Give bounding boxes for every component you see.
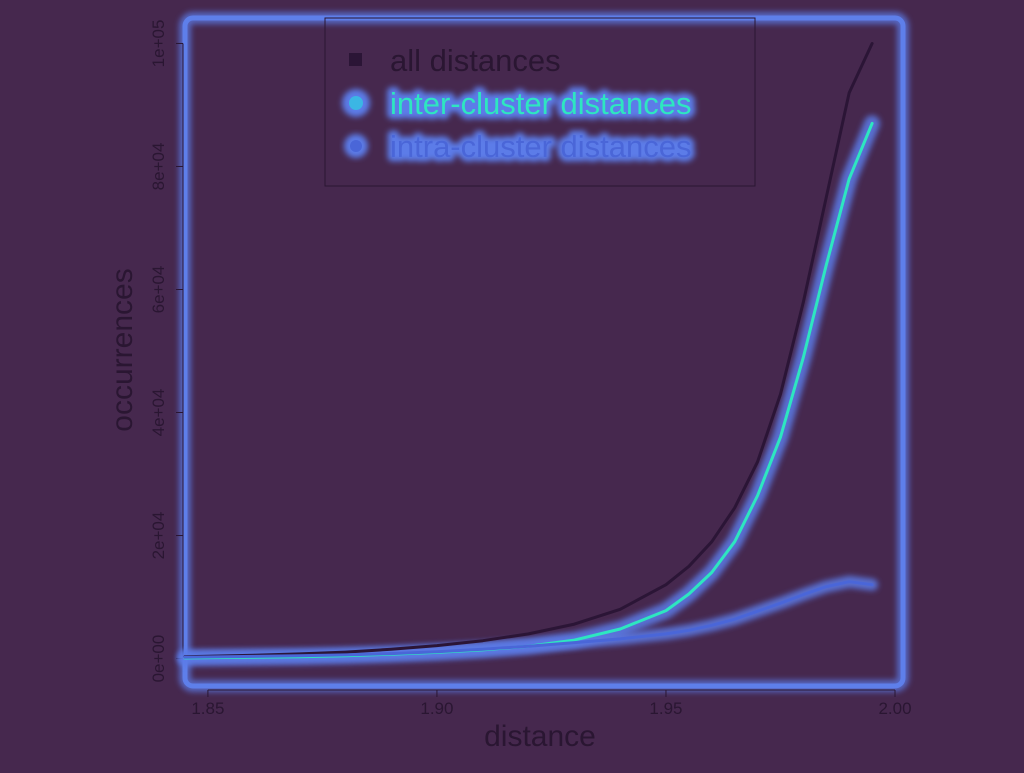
y-tick-label: 1e+05 — [149, 20, 168, 68]
legend-box — [324, 17, 756, 187]
y-tick-label: 2e+04 — [149, 512, 168, 560]
legend-marker-inter-cluster — [349, 96, 363, 110]
x-tick-label: 2.00 — [878, 699, 911, 718]
legend: all distances inter-cluster distances in… — [324, 17, 756, 187]
axes: 0e+00 2e+04 4e+04 6e+04 8e+04 1e+05 1.85 1.90 1.… — [149, 20, 912, 718]
x-axis-label: distance — [484, 720, 596, 753]
legend-label-inter-glow: inter-cluster distances — [390, 86, 692, 121]
y-tick-label: 8e+04 — [149, 143, 168, 191]
x-tick-label: 1.85 — [191, 699, 224, 718]
legend-marker-all-distances — [349, 53, 362, 66]
legend-label-intra-cluster: intra-cluster distances — [390, 129, 692, 164]
x-tick-label: 1.95 — [649, 699, 682, 718]
legend-marker-intra-cluster — [350, 140, 362, 152]
y-axis-label: occurrences — [106, 268, 139, 431]
series-glow-1 — [177, 115, 881, 666]
y-tick-label: 6e+04 — [149, 266, 168, 314]
x-tick-label: 1.90 — [420, 699, 453, 718]
series-line-2 — [183, 580, 874, 659]
series-layer — [177, 42, 881, 666]
legend-label-intra-glow: intra-cluster distances — [390, 129, 692, 164]
legend-label-all-distances: all distances — [390, 43, 561, 78]
y-tick-label: 4e+04 — [149, 389, 168, 437]
series-line-1 — [183, 121, 874, 660]
y-tick-label: 0e+00 — [149, 635, 168, 683]
series-line-0 — [183, 42, 874, 659]
legend-label-inter-cluster: inter-cluster distances — [390, 86, 692, 121]
